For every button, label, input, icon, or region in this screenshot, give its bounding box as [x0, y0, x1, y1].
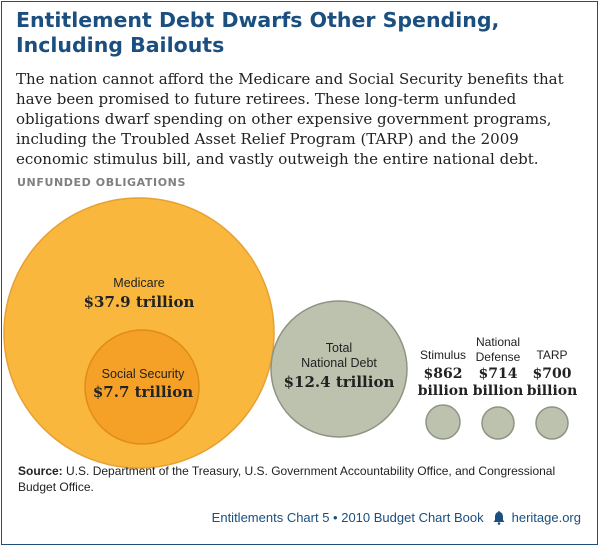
label-defense-unit: billion	[473, 383, 524, 399]
footer-text: Entitlements Chart 5 • 2010 Budget Chart…	[211, 510, 484, 525]
label-debt-line2: National Debt	[301, 356, 377, 370]
label-debt-value: $12.4 trillion	[284, 373, 395, 391]
title-line-2: Including Bailouts	[16, 33, 225, 57]
label-stimulus-value: $862	[424, 366, 463, 382]
bubble-national-debt	[270, 300, 408, 438]
label-defense-line1: National	[476, 335, 520, 349]
intro-line: obligations dwarf spending on other expe…	[16, 110, 552, 128]
label-tarp-unit: billion	[527, 383, 578, 399]
label-social-security-value: $7.7 trillion	[93, 383, 193, 401]
footer-site-link[interactable]: heritage.org	[511, 510, 581, 525]
label-stimulus-name: Stimulus	[420, 348, 466, 362]
intro-line: including the Troubled Asset Relief Prog…	[16, 130, 519, 148]
intro-line: have been promised to future retirees. T…	[16, 90, 517, 108]
label-tarp-value: $700	[533, 366, 572, 382]
bubble-tarp	[535, 406, 569, 440]
label-defense-value: $714	[479, 366, 518, 382]
liberty-bell-icon	[493, 510, 505, 525]
chart-title: Entitlement Debt Dwarfs Other Spending, …	[16, 8, 576, 58]
source-text: U.S. Department of the Treasury, U.S. Go…	[18, 464, 556, 494]
bubble-social-security	[84, 329, 200, 445]
footer: Entitlements Chart 5 • 2010 Budget Chart…	[212, 510, 581, 525]
label-medicare-name: Medicare	[113, 276, 164, 290]
section-subhead: UNFUNDED OBLIGATIONS	[17, 176, 186, 189]
label-debt-line1: Total	[326, 341, 352, 355]
bubble-stimulus	[425, 404, 461, 440]
intro-line: The nation cannot afford the Medicare an…	[16, 70, 564, 88]
label-tarp-name: TARP	[536, 348, 567, 362]
source-note: Source: U.S. Department of the Treasury,…	[18, 463, 583, 495]
label-social-security-name: Social Security	[102, 367, 185, 381]
source-label: Source:	[18, 464, 63, 478]
intro-paragraph: The nation cannot afford the Medicare an…	[16, 69, 591, 169]
label-medicare-value: $37.9 trillion	[84, 293, 195, 311]
label-stimulus-unit: billion	[418, 383, 469, 399]
label-defense-line2: Defense	[476, 350, 521, 364]
bubble-national-defense	[481, 406, 515, 440]
title-line-1: Entitlement Debt Dwarfs Other Spending,	[16, 8, 500, 32]
intro-line: economic stimulus bill, and vastly outwe…	[16, 150, 539, 168]
